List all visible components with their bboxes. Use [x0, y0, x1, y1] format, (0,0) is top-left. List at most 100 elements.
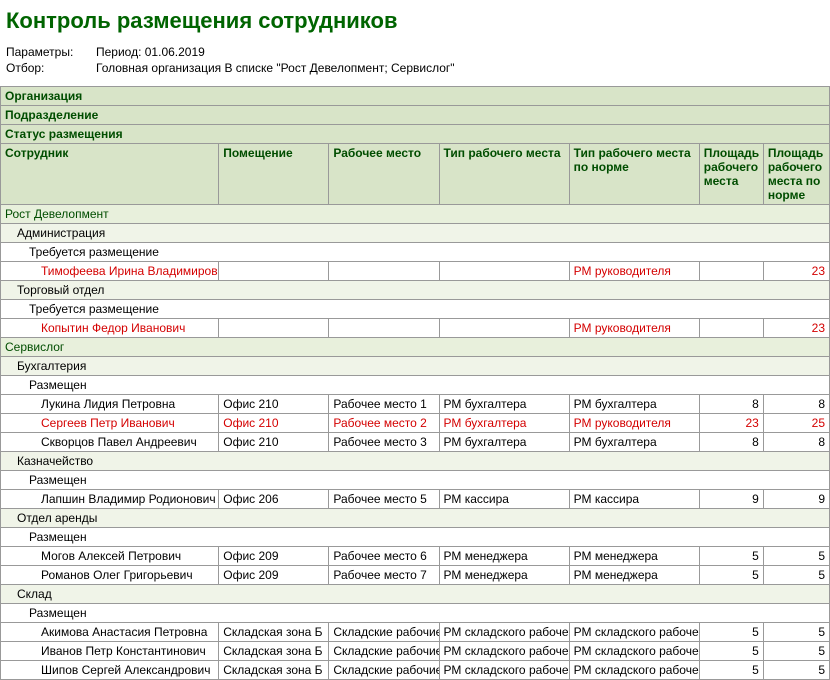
cell-employee: Акимова Анастасия Петровна [1, 623, 219, 642]
col-room: Помещение [219, 144, 329, 205]
cell-area-norm: 5 [763, 642, 829, 661]
cell-worktype-norm: РМ складского рабочего [569, 661, 699, 680]
cell-area-norm: 25 [763, 414, 829, 433]
cell-room: Складская зона Б [219, 623, 329, 642]
params-label: Параметры: [6, 44, 96, 60]
cell-employee: Могов Алексей Петрович [1, 547, 219, 566]
group-label: Размещен [1, 528, 830, 547]
group-label: Размещен [1, 376, 830, 395]
col-area-norm: Площадь рабочего места по норме [763, 144, 829, 205]
cell-area-norm: 5 [763, 547, 829, 566]
cell-worktype-norm: РМ складского рабочего [569, 623, 699, 642]
cell-area-norm: 23 [763, 262, 829, 281]
group-label: Рост Девелопмент [1, 205, 830, 224]
cell-workplace [329, 262, 439, 281]
cell-room: Офис 206 [219, 490, 329, 509]
col-worktype: Тип рабочего места [439, 144, 569, 205]
cell-area-norm: 5 [763, 661, 829, 680]
cell-room: Складская зона Б [219, 642, 329, 661]
cell-area: 8 [699, 395, 763, 414]
cell-worktype-norm: РМ бухгалтера [569, 433, 699, 452]
cell-employee: Лукина Лидия Петровна [1, 395, 219, 414]
col-employee: Сотрудник [1, 144, 219, 205]
report-title: Контроль размещения сотрудников [0, 0, 830, 44]
cell-workplace: Рабочее место 2 [329, 414, 439, 433]
cell-worktype: РМ складского рабочего [439, 642, 569, 661]
cell-room: Офис 209 [219, 547, 329, 566]
cell-worktype: РМ бухгалтера [439, 433, 569, 452]
cell-area: 23 [699, 414, 763, 433]
cell-area: 5 [699, 642, 763, 661]
cell-workplace: Рабочее место 1 [329, 395, 439, 414]
group-label: Отдел аренды [1, 509, 830, 528]
cell-worktype: РМ кассира [439, 490, 569, 509]
col-workplace: Рабочее место [329, 144, 439, 205]
cell-workplace: Складские рабочие [329, 642, 439, 661]
group-label: Администрация [1, 224, 830, 243]
cell-area: 5 [699, 661, 763, 680]
cell-employee: Романов Олег Григорьевич [1, 566, 219, 585]
cell-area [699, 319, 763, 338]
group-label: Сервислог [1, 338, 830, 357]
cell-area: 5 [699, 547, 763, 566]
group-label: Требуется размещение [1, 300, 830, 319]
cell-area: 5 [699, 566, 763, 585]
cell-worktype: РМ складского рабочего [439, 623, 569, 642]
cell-room: Офис 210 [219, 395, 329, 414]
params-period: Период: 01.06.2019 [96, 44, 205, 60]
cell-area-norm: 8 [763, 433, 829, 452]
cell-area: 8 [699, 433, 763, 452]
cell-area-norm: 8 [763, 395, 829, 414]
cell-employee: Иванов Петр Константинович [1, 642, 219, 661]
cell-worktype-norm: РМ руководителя [569, 414, 699, 433]
report-table: Организация Подразделение Статус размеще… [0, 86, 830, 680]
col-area: Площадь рабочего места [699, 144, 763, 205]
cell-worktype: РМ менеджера [439, 566, 569, 585]
cell-worktype [439, 319, 569, 338]
cell-room [219, 319, 329, 338]
cell-area-norm: 23 [763, 319, 829, 338]
cell-area-norm: 5 [763, 566, 829, 585]
cell-worktype: РМ бухгалтера [439, 414, 569, 433]
group-label: Склад [1, 585, 830, 604]
cell-room: Офис 210 [219, 414, 329, 433]
cell-worktype-norm: РМ руководителя [569, 262, 699, 281]
cell-worktype [439, 262, 569, 281]
cell-worktype-norm: РМ менеджера [569, 547, 699, 566]
cell-area-norm: 5 [763, 623, 829, 642]
col-dept: Подразделение [1, 106, 830, 125]
cell-room: Офис 210 [219, 433, 329, 452]
col-status: Статус размещения [1, 125, 830, 144]
col-worktype-norm: Тип рабочего места по норме [569, 144, 699, 205]
report-params: Параметры: Период: 01.06.2019 Отбор: Гол… [0, 44, 830, 86]
group-label: Казначейство [1, 452, 830, 471]
cell-worktype-norm: РМ менеджера [569, 566, 699, 585]
cell-worktype: РМ менеджера [439, 547, 569, 566]
cell-worktype-norm: РМ складского рабочего [569, 642, 699, 661]
filter-value: Головная организация В списке "Рост Деве… [96, 60, 455, 76]
filter-label: Отбор: [6, 60, 96, 76]
cell-employee: Тимофеева Ирина Владимировна [1, 262, 219, 281]
cell-worktype: РМ складского рабочего [439, 661, 569, 680]
cell-area: 9 [699, 490, 763, 509]
cell-employee: Сергеев Петр Иванович [1, 414, 219, 433]
cell-room: Офис 209 [219, 566, 329, 585]
cell-employee: Лапшин Владимир Родионович [1, 490, 219, 509]
cell-employee: Копытин Федор Иванович [1, 319, 219, 338]
cell-workplace: Рабочее место 3 [329, 433, 439, 452]
cell-area: 5 [699, 623, 763, 642]
cell-workplace: Складские рабочие [329, 623, 439, 642]
cell-worktype-norm: РМ руководителя [569, 319, 699, 338]
cell-worktype-norm: РМ бухгалтера [569, 395, 699, 414]
cell-area [699, 262, 763, 281]
col-org: Организация [1, 87, 830, 106]
cell-employee: Шипов Сергей Александрович [1, 661, 219, 680]
cell-worktype-norm: РМ кассира [569, 490, 699, 509]
cell-area-norm: 9 [763, 490, 829, 509]
cell-workplace: Рабочее место 7 [329, 566, 439, 585]
group-label: Размещен [1, 471, 830, 490]
cell-workplace [329, 319, 439, 338]
cell-workplace: Рабочее место 5 [329, 490, 439, 509]
cell-workplace: Складские рабочие [329, 661, 439, 680]
cell-room [219, 262, 329, 281]
